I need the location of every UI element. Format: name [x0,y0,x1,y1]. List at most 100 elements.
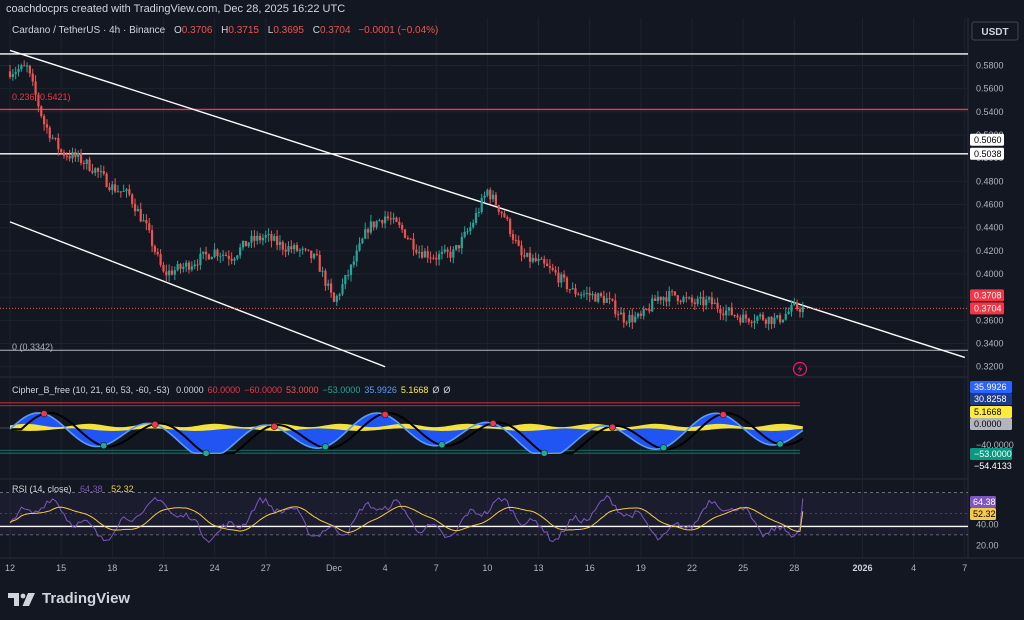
candle[interactable] [548,266,552,268]
candle[interactable] [622,312,625,323]
candle[interactable] [676,295,679,302]
candle[interactable] [318,254,321,272]
candle[interactable] [293,244,296,250]
candle[interactable] [472,222,475,228]
candle[interactable] [798,309,802,313]
candle[interactable] [514,239,517,241]
candle[interactable] [145,220,148,224]
candle[interactable] [509,218,512,235]
trendline[interactable] [9,49,966,359]
candle[interactable] [68,156,71,159]
tradingview-logo[interactable]: TradingView [8,590,130,607]
candle[interactable] [40,106,43,117]
candle[interactable] [699,296,702,299]
candle[interactable] [577,294,580,296]
candle[interactable] [230,258,233,261]
candle[interactable] [648,309,651,312]
candle[interactable] [57,137,60,150]
candle[interactable] [403,229,407,238]
candle[interactable] [162,264,165,272]
candle[interactable] [636,313,640,317]
candle[interactable] [469,227,472,232]
candle[interactable] [51,137,54,139]
candle[interactable] [682,297,685,303]
candle[interactable] [378,220,381,222]
price-pane[interactable] [0,49,968,368]
candle[interactable] [591,293,594,296]
candle[interactable] [656,296,659,301]
candle[interactable] [389,218,392,220]
candle[interactable] [688,297,691,299]
candle[interactable] [276,236,279,245]
candle[interactable] [11,74,14,78]
candle[interactable] [179,264,182,269]
candle[interactable] [119,191,122,193]
candle[interactable] [315,253,318,255]
candle[interactable] [449,251,452,258]
candle[interactable] [307,249,310,251]
candle[interactable] [406,237,409,239]
candle[interactable] [793,302,796,305]
candle[interactable] [352,261,355,265]
candle[interactable] [730,307,733,316]
candle[interactable] [486,189,489,196]
candle[interactable] [571,288,574,290]
candle[interactable] [148,223,151,231]
candle[interactable] [540,258,543,260]
candle[interactable] [756,316,759,321]
candle[interactable] [744,314,748,319]
candle[interactable] [347,275,350,277]
candle[interactable] [531,257,534,262]
candle[interactable] [713,302,716,305]
candle[interactable] [236,255,239,259]
candle[interactable] [14,72,17,75]
candle[interactable] [597,293,600,302]
candle[interactable] [301,248,304,250]
candle[interactable] [778,315,782,323]
candle[interactable] [187,262,191,270]
candle[interactable] [102,171,105,174]
candle[interactable] [662,297,665,301]
candle[interactable] [611,298,614,301]
candle[interactable] [150,230,154,247]
candle[interactable] [497,205,500,212]
candle[interactable] [693,302,696,304]
candle[interactable] [153,246,157,253]
candle[interactable] [727,307,731,311]
candle[interactable] [702,296,705,306]
candle[interactable] [796,302,799,310]
candle[interactable] [85,159,88,165]
candle[interactable] [511,234,515,240]
candle[interactable] [54,137,57,139]
currency-button[interactable]: USDT [971,21,1019,41]
candle[interactable] [45,124,49,128]
candle[interactable] [716,302,719,309]
trendline[interactable] [9,221,386,368]
candle[interactable] [679,301,682,303]
rsi-pane[interactable] [0,492,968,544]
candle[interactable] [617,314,620,316]
candle[interactable] [634,316,637,323]
candle[interactable] [267,234,270,236]
candle[interactable] [437,254,441,260]
candle[interactable] [628,314,631,323]
candle[interactable] [227,255,230,259]
chart-canvas[interactable]: 0.58000.56000.54000.52000.50000.48000.46… [0,18,1024,580]
candle[interactable] [25,65,29,67]
candle[interactable] [88,159,91,171]
candle[interactable] [290,246,293,250]
candle[interactable] [20,65,23,70]
candle[interactable] [443,249,446,252]
candle[interactable] [761,314,765,320]
candle[interactable] [281,241,284,250]
candle[interactable] [671,291,674,293]
candle[interactable] [563,274,566,278]
candle[interactable] [74,152,77,158]
candle[interactable] [491,194,495,200]
alert-bolt-icon[interactable] [792,361,808,377]
candle[interactable] [526,252,529,257]
candle[interactable] [435,257,438,260]
candle[interactable] [625,322,628,324]
candle[interactable] [8,71,12,78]
candle[interactable] [742,314,745,323]
